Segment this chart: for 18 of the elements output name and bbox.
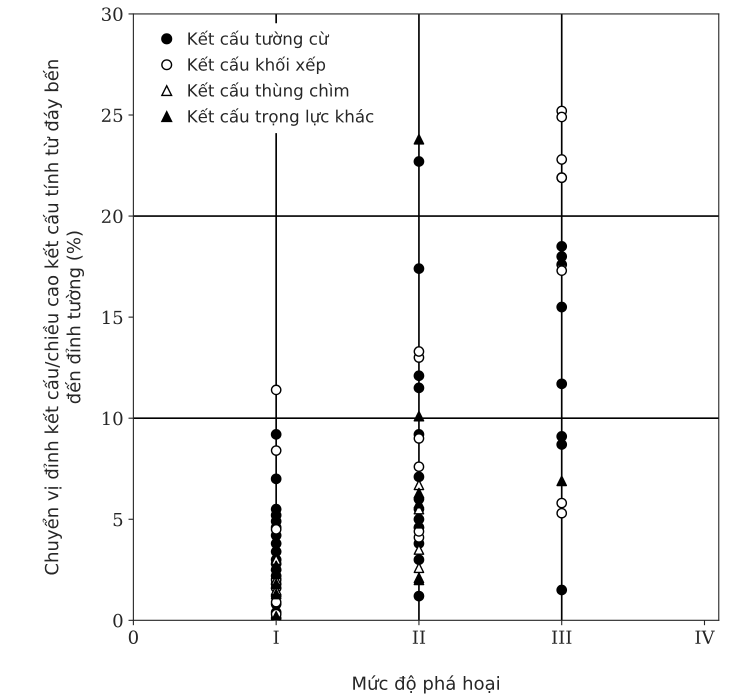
y-tick-label: 20 [102, 210, 122, 224]
y-tick-label: 10 [102, 412, 122, 426]
x-axis-title: Mức độ phá hoại [353, 675, 499, 694]
x-tick-label: 0 [128, 630, 138, 644]
x-tick-label: III [552, 630, 572, 644]
y-tick-label: 25 [102, 108, 122, 122]
legend-label: Kết cấu trọng lực khác [188, 108, 374, 126]
y-tick-label: 5 [114, 512, 122, 526]
x-tick-label: II [412, 630, 426, 644]
legend-label: Kết cấu khối xếp [188, 56, 326, 74]
x-tick-label: I [274, 630, 279, 644]
y-axis-title: Chuyển vị đỉnh kết cấu/chiều cao kết cấu tính từ đáy bến đến đỉnh tường (%) [42, 60, 84, 575]
x-tick-label: IV [695, 630, 715, 644]
legend-label: Kết cấu tường cừ [188, 30, 330, 48]
y-tick-label: 30 [102, 7, 122, 22]
y-tick-label: 0 [113, 614, 122, 628]
y-tick-label: 15 [102, 310, 122, 324]
legend-label: Kết cấu thùng chìm [188, 82, 348, 100]
